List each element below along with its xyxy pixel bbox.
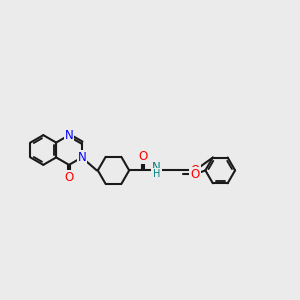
Text: N: N — [152, 161, 161, 174]
Text: N: N — [65, 129, 74, 142]
Text: O: O — [64, 171, 74, 184]
Text: H: H — [153, 169, 160, 179]
Text: N: N — [77, 151, 86, 164]
Text: O: O — [190, 164, 200, 177]
Text: O: O — [138, 150, 147, 164]
Text: O: O — [190, 168, 199, 181]
